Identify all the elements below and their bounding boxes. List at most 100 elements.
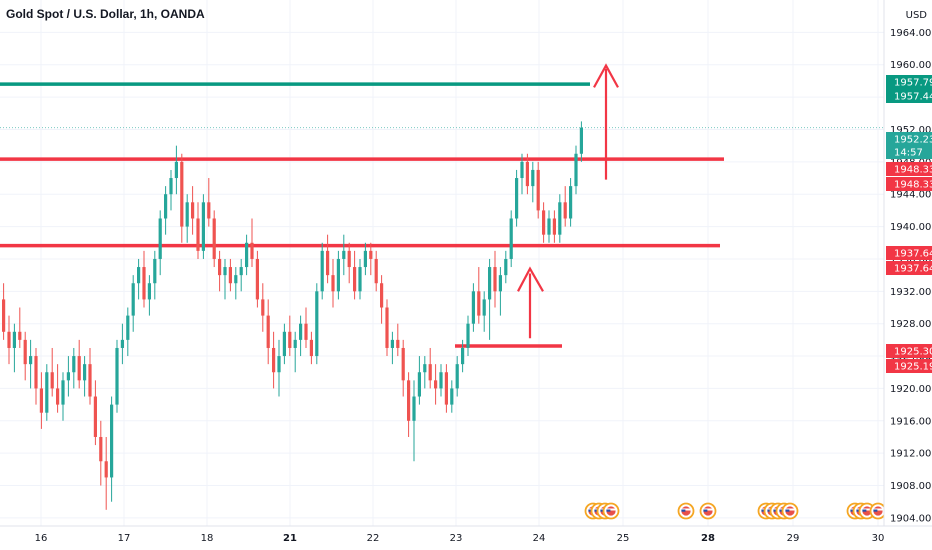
candle (563, 186, 567, 227)
price-badge-bg (886, 246, 932, 260)
event-flag-canton (600, 509, 605, 512)
candle (477, 267, 481, 324)
candle-body (482, 299, 486, 316)
event-flag-canton (767, 509, 772, 512)
time-axis[interactable]: 16 17 18 21 22 23 24 25 28 29 30 (35, 533, 885, 544)
candle (488, 258, 492, 340)
x-tick-label: 22 (367, 533, 380, 544)
price-badge: 1957.792 (886, 75, 932, 89)
candle-body (153, 258, 157, 284)
candle-body (18, 331, 22, 340)
candle (536, 161, 540, 219)
candle-body (7, 331, 11, 348)
events (584, 502, 887, 520)
candle (50, 347, 54, 397)
y-tick-label: 1904.000 (890, 513, 932, 524)
price-badge: 1937.642 (886, 246, 932, 260)
candle-body (191, 202, 195, 219)
candle (331, 258, 335, 308)
x-tick-label: 30 (872, 533, 885, 544)
candle-body (223, 267, 227, 276)
candle-body (142, 267, 146, 300)
candle (88, 347, 92, 405)
candle (223, 258, 227, 300)
candle (347, 242, 351, 284)
candle-body (293, 339, 297, 348)
candle (466, 315, 470, 357)
y-tick-label: 1908.000 (890, 481, 932, 492)
event-flag-stripe (862, 508, 872, 511)
candle (423, 356, 427, 389)
candle (72, 347, 76, 389)
candle (93, 380, 97, 446)
candle (255, 250, 259, 308)
candle (401, 339, 405, 397)
candle-body (455, 364, 459, 389)
candle (272, 331, 276, 389)
event-flag-stripe (785, 508, 795, 511)
candle-body (110, 404, 114, 478)
price-badge-bg (886, 75, 932, 89)
candle (212, 210, 216, 268)
candle (417, 356, 421, 405)
price-badge: 1948.338 (886, 162, 932, 176)
candle (104, 436, 108, 510)
candle-body (450, 388, 454, 405)
currency-label[interactable]: USD (906, 10, 928, 21)
x-tick-label: 18 (201, 533, 214, 544)
x-tick-label: 24 (533, 533, 546, 544)
price-badge: 1952.230 (886, 132, 932, 146)
x-tick-label: 23 (450, 533, 463, 544)
candle-body (245, 242, 249, 268)
candle-body (77, 356, 81, 381)
price-badge: 1948.338 (886, 177, 932, 191)
price-badge-label: 1957.440 (894, 92, 932, 103)
event-flag-stripe (606, 508, 616, 511)
candle (83, 356, 87, 397)
candle-body (61, 380, 65, 405)
candle (326, 234, 330, 284)
candle (396, 323, 400, 357)
candle-body (2, 299, 6, 332)
event-flag-stripe (873, 508, 883, 511)
price-badge-label: 1937.642 (894, 249, 932, 260)
y-tick-label: 1964.000 (890, 28, 932, 39)
candle (131, 275, 135, 332)
event-flag-canton (594, 509, 599, 512)
candle-body (342, 250, 346, 259)
candle-body (558, 202, 562, 235)
candle (153, 250, 157, 300)
candle-body (326, 250, 330, 276)
event-flag-stripe (703, 508, 713, 511)
candle-body (358, 267, 362, 292)
event-flag-canton (761, 509, 766, 512)
candle-body (29, 356, 33, 365)
candle-body (185, 202, 189, 227)
candle (336, 250, 340, 300)
candle-body (137, 267, 141, 284)
candle (579, 121, 583, 162)
time-axis-bg (0, 526, 932, 550)
candle (369, 242, 373, 276)
candle (542, 202, 546, 243)
x-tick-label: 17 (118, 533, 131, 544)
price-badge-bg (886, 359, 932, 373)
candle (228, 258, 232, 292)
candle-body (131, 283, 135, 316)
candle-body (477, 291, 481, 316)
candle (77, 339, 81, 389)
candle (277, 339, 281, 397)
price-badge-bg (886, 261, 932, 275)
y-tick-label: 1960.000 (890, 60, 932, 71)
candle-body (412, 396, 416, 421)
candle (164, 186, 168, 235)
candle-body (552, 218, 556, 235)
candle-body (66, 372, 70, 381)
event-flag-canton (856, 509, 861, 512)
candle (185, 194, 189, 243)
candle (142, 250, 146, 308)
candle (2, 283, 6, 340)
candle-body (353, 267, 357, 292)
candle (520, 153, 524, 195)
